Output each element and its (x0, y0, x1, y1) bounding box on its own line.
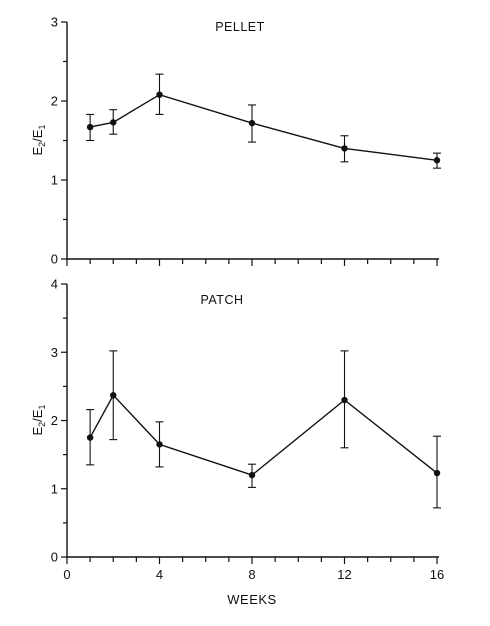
data-point (156, 91, 163, 98)
y-label-text: E (30, 147, 45, 156)
x-tick-label: 16 (430, 567, 444, 582)
panel-title: PATCH (200, 293, 243, 307)
panel-title: PELLET (215, 20, 265, 34)
series-line (89, 93, 438, 161)
series-line (89, 394, 438, 476)
y-tick-label: 1 (51, 481, 58, 496)
y-tick-label: 0 (51, 252, 58, 267)
y-label-text: E (30, 129, 45, 138)
y-tick-label: 3 (51, 15, 58, 30)
data-point (156, 441, 163, 448)
y-tick-label: 2 (51, 94, 58, 109)
data-point (341, 396, 348, 404)
x-axis-label: WEEKS (227, 592, 276, 607)
y-tick-label: 4 (51, 277, 58, 292)
y-tick-label: 1 (51, 173, 58, 188)
y-label-subscript: 2 (37, 142, 47, 147)
data-point (110, 119, 117, 126)
y-label-text: E (30, 427, 45, 436)
data-point (248, 471, 256, 479)
x-tick-label: 12 (337, 567, 351, 582)
y-label-text: / (30, 138, 45, 142)
y-tick-label: 2 (51, 413, 58, 428)
y-label-subscript: 1 (37, 405, 47, 410)
data-point (86, 434, 94, 441)
x-tick-label: 8 (248, 567, 255, 582)
y-axis-label: E2/E1 (30, 405, 47, 436)
x-tick-label: 0 (63, 567, 70, 582)
y-label-text: E (30, 409, 45, 418)
y-tick-label: 3 (51, 345, 58, 360)
data-point (433, 469, 441, 477)
y-axis-label: E2/E1 (30, 125, 47, 156)
y-label-text: / (30, 418, 45, 422)
y-label-subscript: 1 (37, 125, 47, 130)
data-point (110, 392, 117, 399)
data-point (433, 157, 441, 164)
data-point (86, 123, 94, 131)
data-point (248, 119, 256, 127)
y-tick-label: 0 (51, 550, 58, 565)
data-point (341, 145, 348, 152)
x-tick-label: 4 (156, 567, 163, 582)
y-label-subscript: 2 (37, 422, 47, 427)
